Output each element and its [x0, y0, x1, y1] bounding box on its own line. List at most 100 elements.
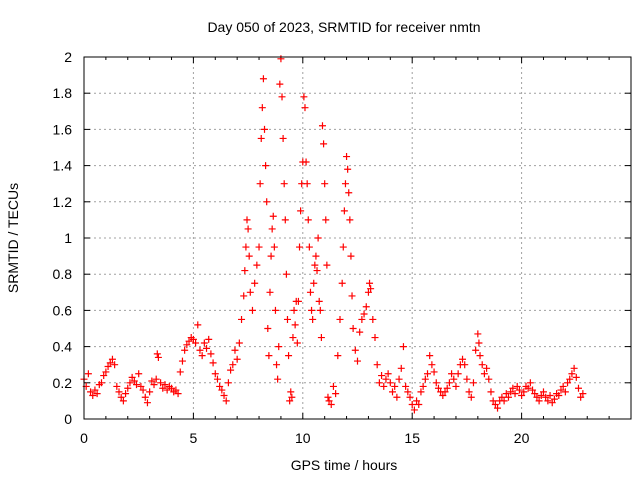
data-point — [294, 297, 302, 305]
data-point — [241, 267, 249, 275]
data-point — [502, 390, 510, 398]
data-point — [262, 162, 270, 170]
data-point — [489, 397, 497, 405]
data-point — [382, 375, 390, 383]
data-point — [511, 390, 519, 398]
data-point — [410, 406, 418, 414]
data-point — [240, 292, 248, 300]
data-point — [279, 134, 287, 142]
data-point — [178, 357, 186, 365]
data-point — [192, 339, 200, 347]
data-point — [133, 381, 141, 389]
data-point — [315, 297, 323, 305]
data-point — [472, 346, 480, 354]
data-point — [336, 315, 344, 323]
data-point — [143, 399, 151, 407]
data-point — [542, 393, 550, 401]
data-point — [463, 375, 471, 383]
data-point — [290, 306, 298, 314]
data-point — [293, 339, 301, 347]
data-point — [282, 270, 290, 278]
data-point — [443, 384, 451, 392]
data-point — [478, 361, 486, 369]
data-point — [323, 261, 331, 269]
data-point — [115, 388, 123, 396]
data-point — [459, 355, 467, 363]
data-point — [168, 384, 176, 392]
data-point — [461, 361, 469, 369]
data-point — [291, 321, 299, 329]
data-point — [509, 384, 517, 392]
data-point — [404, 388, 412, 396]
data-point — [265, 352, 273, 360]
data-point — [242, 243, 250, 251]
data-point — [216, 382, 224, 390]
data-point — [126, 379, 134, 387]
data-point — [483, 364, 491, 372]
data-point — [229, 361, 237, 369]
data-point — [345, 189, 353, 197]
data-point — [183, 341, 191, 349]
data-point — [281, 216, 289, 224]
data-point — [339, 243, 347, 251]
data-point — [189, 335, 197, 343]
data-point — [399, 343, 407, 351]
x-tick-label: 20 — [514, 430, 530, 446]
data-point — [154, 353, 162, 361]
data-point — [316, 306, 324, 314]
data-point — [579, 390, 587, 398]
data-point — [139, 386, 147, 394]
data-point — [491, 401, 499, 409]
data-point — [548, 399, 556, 407]
data-point — [518, 391, 526, 399]
data-point — [546, 391, 554, 399]
data-point — [98, 379, 106, 387]
data-point — [111, 361, 119, 369]
data-point — [537, 391, 545, 399]
data-point — [302, 158, 310, 166]
data-point — [304, 216, 312, 224]
data-point — [397, 364, 405, 372]
data-point — [312, 252, 320, 260]
data-point — [480, 370, 488, 378]
data-point — [504, 393, 512, 401]
data-point — [259, 75, 267, 83]
data-point — [286, 397, 294, 405]
data-point — [271, 306, 279, 314]
data-point — [296, 243, 304, 251]
data-point — [305, 243, 313, 251]
y-tick-label: 1.6 — [53, 121, 73, 137]
data-point — [476, 352, 484, 360]
data-point — [448, 370, 456, 378]
data-point — [152, 375, 160, 383]
data-point — [485, 375, 493, 383]
data-point — [445, 379, 453, 387]
data-point — [454, 370, 462, 378]
data-point — [559, 382, 567, 390]
data-point — [369, 315, 377, 323]
data-point — [231, 346, 239, 354]
data-point — [324, 393, 332, 401]
data-point — [141, 393, 149, 401]
data-point — [475, 339, 483, 347]
data-point — [300, 93, 308, 101]
data-point — [349, 325, 357, 332]
data-point — [498, 393, 506, 401]
data-point — [311, 261, 319, 269]
data-point — [520, 388, 528, 396]
data-point — [393, 393, 401, 401]
data-point — [367, 285, 375, 293]
data-point — [424, 370, 432, 378]
data-point — [320, 140, 328, 148]
data-point — [362, 303, 370, 311]
x-tick-label: 10 — [295, 430, 311, 446]
data-point — [317, 334, 325, 342]
data-point — [535, 397, 543, 405]
data-point — [426, 352, 434, 360]
data-point — [251, 279, 259, 287]
data-point — [280, 180, 288, 188]
data-point — [174, 390, 182, 398]
plot-frame — [83, 56, 632, 420]
data-point — [257, 134, 265, 142]
data-point — [289, 334, 297, 342]
